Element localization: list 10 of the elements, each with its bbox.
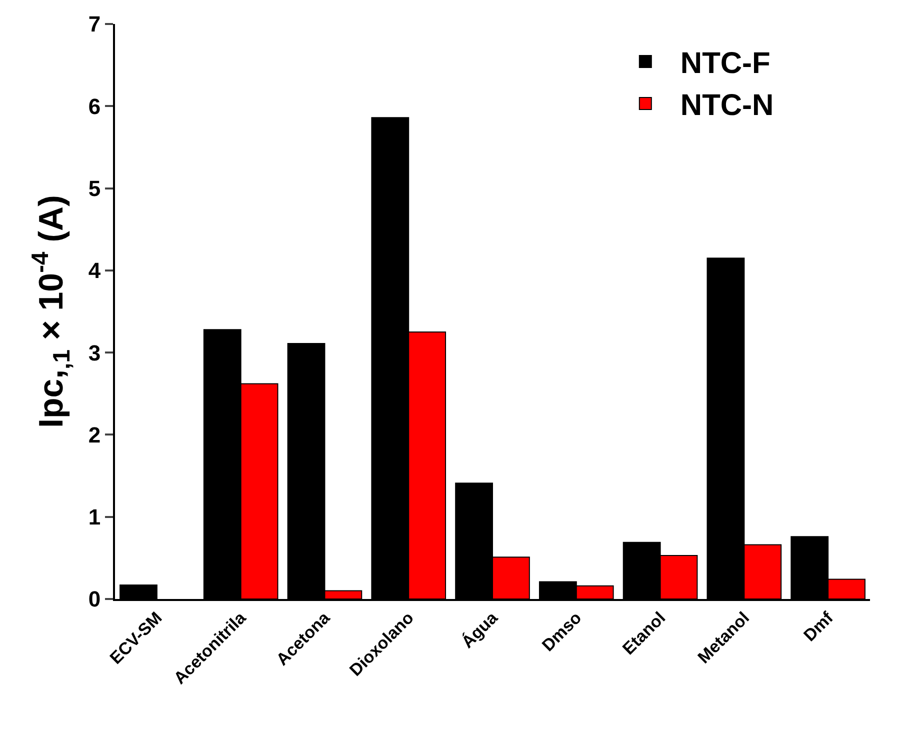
y-tick-label: 6: [88, 94, 101, 119]
legend-label: NTC-F: [680, 47, 770, 80]
legend-label: NTC-N: [680, 89, 774, 122]
y-tick-label: 2: [88, 422, 101, 448]
y-tick-label: 5: [88, 176, 101, 201]
y-tick-label: 4: [88, 258, 102, 284]
y-tick-label: 7: [88, 12, 101, 37]
y-tick-label: 3: [88, 340, 101, 366]
y-tick-label: 1: [88, 504, 101, 530]
y-tick-label: 0: [88, 586, 101, 612]
